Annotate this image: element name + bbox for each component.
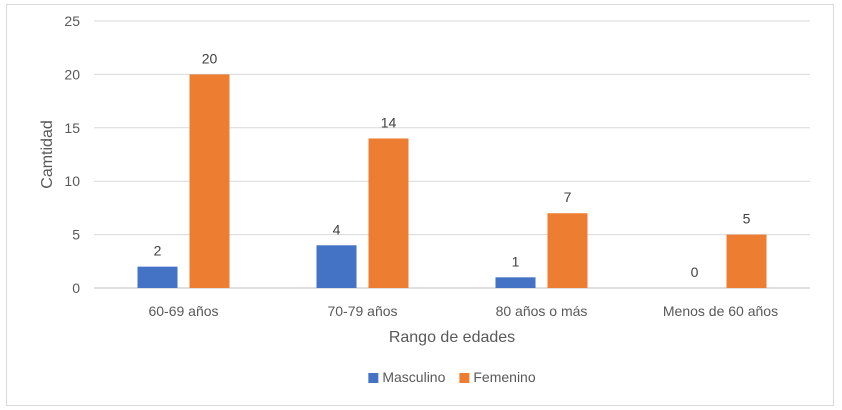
bar-femenino <box>726 234 767 288</box>
data-label: 1 <box>512 253 520 269</box>
data-label: 4 <box>333 221 341 237</box>
bar-masculino <box>137 266 178 288</box>
bar-femenino <box>368 138 409 288</box>
bar-femenino <box>547 213 588 288</box>
data-label: 5 <box>743 211 751 227</box>
data-label: 14 <box>381 114 397 130</box>
legend-swatch-masculino <box>368 373 379 383</box>
legend-label-femenino: Femenino <box>473 369 535 385</box>
y-tick-label: 25 <box>64 13 80 29</box>
x-axis-title: Rango de edades <box>389 329 515 346</box>
x-tick-label: 60-69 años <box>148 303 218 319</box>
x-tick-label: 80 años o más <box>496 303 588 319</box>
data-label: 2 <box>154 243 162 259</box>
y-axis-title: Camtidad <box>39 120 56 188</box>
bar-femenino <box>189 74 230 289</box>
y-tick-label: 20 <box>64 66 80 82</box>
legend: Masculino Femenino <box>368 369 536 385</box>
x-tick-label: 70-79 años <box>327 303 397 319</box>
legend-swatch-femenino <box>459 373 470 383</box>
data-label: 0 <box>691 264 699 280</box>
bars <box>137 74 767 289</box>
legend-label-masculino: Masculino <box>382 369 445 385</box>
bar-masculino <box>495 277 536 288</box>
data-label: 7 <box>564 189 572 205</box>
data-labels: 2 20 4 14 1 7 0 5 <box>154 50 751 280</box>
y-tick-label: 0 <box>72 280 80 296</box>
bar-masculino <box>316 245 357 288</box>
x-tick-label: Menos de 60 años <box>663 303 778 319</box>
y-tick-label: 5 <box>72 227 80 243</box>
chart-container <box>6 4 834 406</box>
y-tick-label: 10 <box>64 173 80 189</box>
y-tick-label: 15 <box>64 120 80 136</box>
data-label: 20 <box>202 50 218 66</box>
